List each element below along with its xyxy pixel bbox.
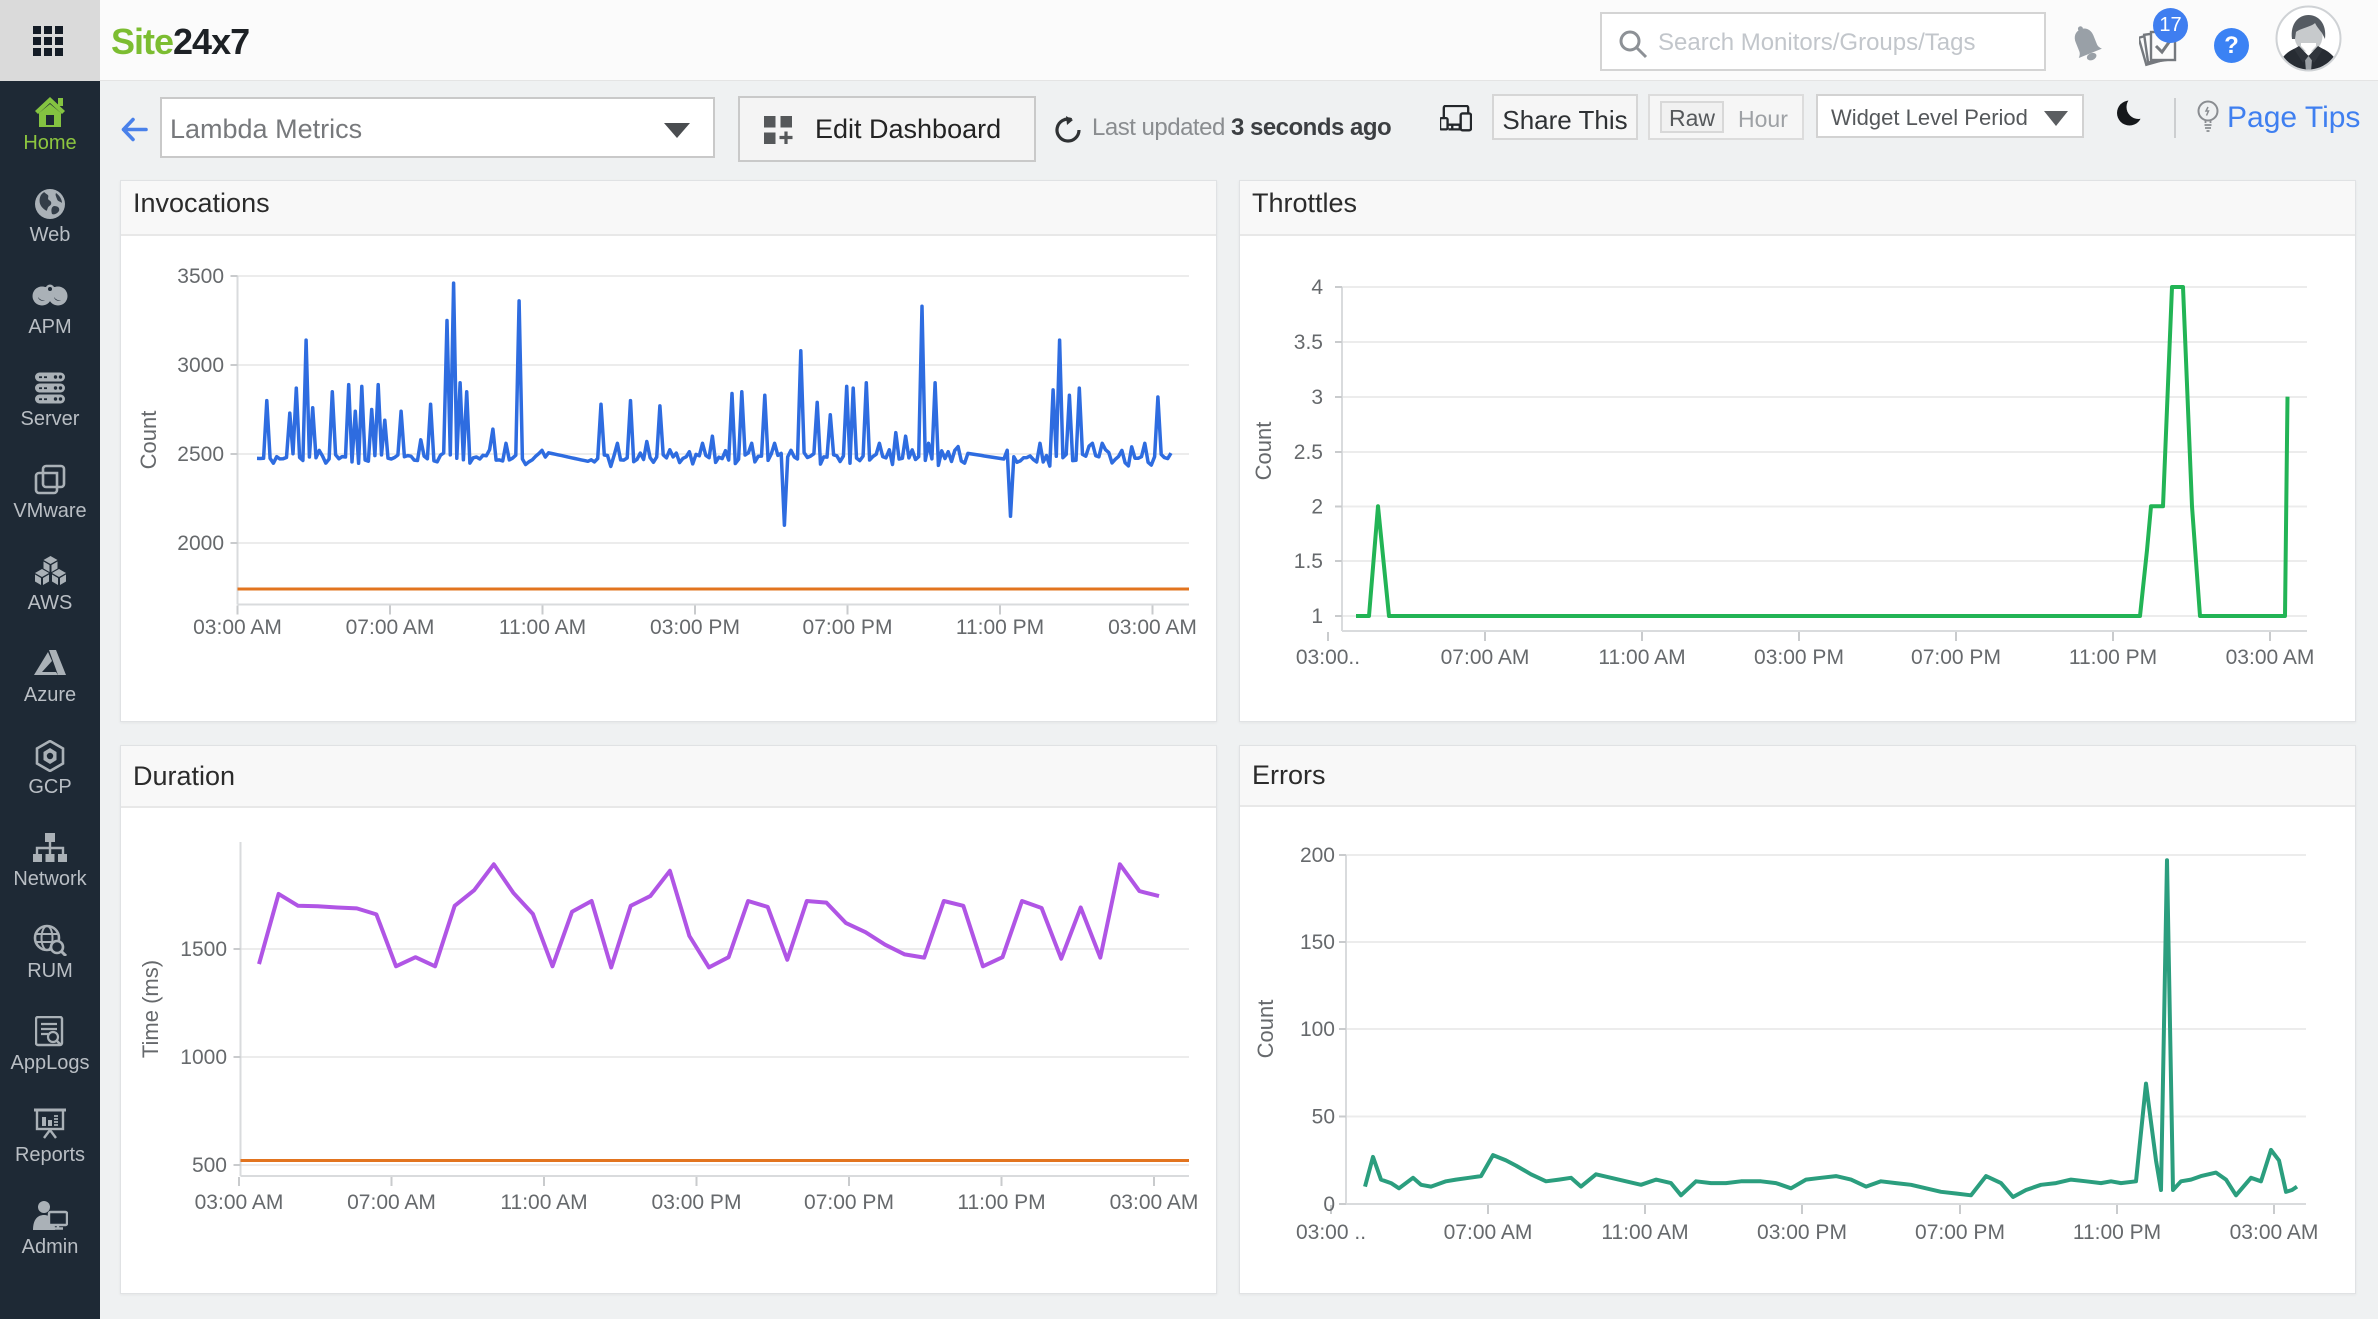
svg-text:1: 1 (1311, 605, 1323, 628)
svg-text:03:00 AM: 03:00 AM (1108, 616, 1197, 639)
svg-text:07:00 PM: 07:00 PM (1915, 1221, 2005, 1244)
svg-text:1000: 1000 (180, 1046, 227, 1069)
svg-text:03:00 PM: 03:00 PM (650, 616, 740, 639)
svg-text:03:00 AM: 03:00 AM (193, 616, 282, 639)
svg-text:07:00 AM: 07:00 AM (1444, 1221, 1533, 1244)
svg-text:Count: Count (136, 411, 161, 470)
svg-text:500: 500 (192, 1154, 227, 1177)
svg-text:1.5: 1.5 (1294, 550, 1323, 573)
svg-text:03:00..: 03:00.. (1296, 646, 1360, 669)
svg-text:11:00 AM: 11:00 AM (499, 616, 586, 639)
svg-text:07:00 PM: 07:00 PM (803, 616, 893, 639)
svg-text:11:00 PM: 11:00 PM (957, 1191, 1045, 1214)
svg-text:Count: Count (1251, 422, 1276, 481)
svg-text:03:00 PM: 03:00 PM (1754, 646, 1844, 669)
svg-text:50: 50 (1312, 1106, 1335, 1129)
svg-text:3.5: 3.5 (1294, 331, 1323, 354)
svg-text:03:00 AM: 03:00 AM (2226, 646, 2315, 669)
svg-text:07:00 PM: 07:00 PM (1911, 646, 2001, 669)
svg-text:2000: 2000 (177, 532, 224, 555)
svg-text:3: 3 (1311, 386, 1323, 409)
svg-text:07:00 AM: 07:00 AM (347, 1191, 436, 1214)
svg-text:4: 4 (1311, 276, 1323, 299)
svg-text:3500: 3500 (177, 265, 224, 288)
svg-text:03:00 PM: 03:00 PM (652, 1191, 742, 1214)
svg-text:100: 100 (1300, 1018, 1335, 1041)
svg-text:Time (ms): Time (ms) (138, 960, 163, 1058)
svg-text:200: 200 (1300, 844, 1335, 867)
svg-text:3000: 3000 (177, 354, 224, 377)
svg-text:2.5: 2.5 (1294, 441, 1323, 464)
svg-text:03:00 AM: 03:00 AM (2230, 1221, 2319, 1244)
svg-text:11:00 AM: 11:00 AM (1601, 1221, 1688, 1244)
svg-text:07:00 AM: 07:00 AM (1441, 646, 1530, 669)
svg-text:Count: Count (1253, 1000, 1278, 1059)
svg-text:03:00 AM: 03:00 AM (195, 1191, 284, 1214)
svg-text:1500: 1500 (180, 938, 227, 961)
svg-text:11:00 PM: 11:00 PM (2069, 646, 2157, 669)
svg-text:11:00 AM: 11:00 AM (500, 1191, 587, 1214)
svg-text:11:00 PM: 11:00 PM (2073, 1221, 2161, 1244)
svg-text:2500: 2500 (177, 443, 224, 466)
svg-text:11:00 PM: 11:00 PM (956, 616, 1044, 639)
svg-text:03:00 AM: 03:00 AM (1110, 1191, 1199, 1214)
svg-text:03:00 PM: 03:00 PM (1757, 1221, 1847, 1244)
svg-text:150: 150 (1300, 931, 1335, 954)
svg-text:0: 0 (1323, 1193, 1335, 1216)
svg-text:07:00 PM: 07:00 PM (804, 1191, 894, 1214)
svg-text:11:00 AM: 11:00 AM (1598, 646, 1685, 669)
svg-text:2: 2 (1311, 496, 1323, 519)
svg-text:07:00 AM: 07:00 AM (346, 616, 435, 639)
svg-text:03:00 ..: 03:00 .. (1296, 1221, 1366, 1244)
